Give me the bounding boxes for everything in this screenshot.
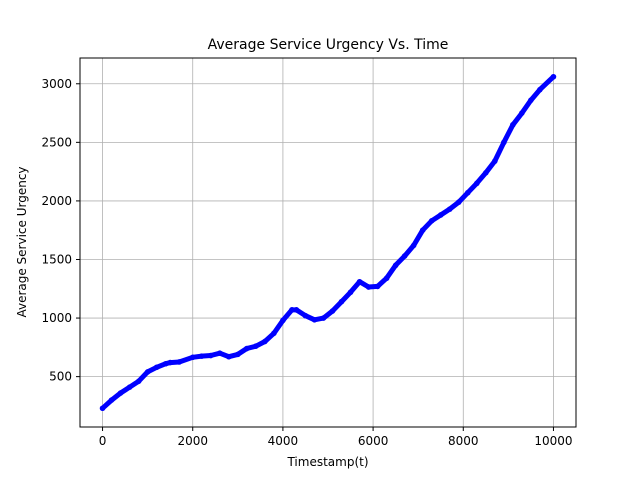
data-point bbox=[108, 397, 115, 403]
data-point bbox=[244, 345, 250, 352]
data-point bbox=[483, 170, 489, 176]
data-point bbox=[510, 121, 516, 128]
data-point bbox=[410, 242, 417, 249]
data-point bbox=[253, 343, 259, 349]
tick-layer: 0 2000 4000 6000 8000 10000 500 1000 1500 2000 250… bbox=[41, 77, 572, 448]
x-tick-label-1: 2000 bbox=[177, 434, 208, 448]
data-point bbox=[320, 315, 327, 321]
data-point bbox=[519, 110, 525, 116]
data-point bbox=[446, 206, 453, 212]
data-point bbox=[464, 189, 471, 196]
x-axis-label: Timestamp(t) bbox=[286, 455, 368, 469]
data-point bbox=[437, 212, 444, 218]
x-tick-label-4: 8000 bbox=[448, 434, 479, 448]
y-tick-label-5: 3000 bbox=[41, 77, 72, 91]
data-point bbox=[153, 364, 160, 371]
data-point bbox=[144, 369, 151, 375]
data-point bbox=[293, 307, 300, 313]
data-point bbox=[392, 262, 399, 269]
data-point bbox=[374, 283, 381, 290]
data-point bbox=[117, 390, 124, 396]
data-point bbox=[383, 275, 390, 282]
data-point bbox=[280, 317, 286, 324]
data-point bbox=[474, 180, 480, 187]
data-point bbox=[550, 73, 557, 80]
y-tick-label-1: 1000 bbox=[41, 311, 72, 325]
series-line-0 bbox=[100, 74, 556, 411]
y-tick-label-2: 1500 bbox=[41, 252, 72, 266]
data-point bbox=[455, 199, 462, 205]
data-point bbox=[271, 330, 277, 337]
data-point bbox=[365, 284, 372, 290]
data-point bbox=[347, 289, 354, 296]
data-point bbox=[311, 317, 318, 323]
data-point bbox=[189, 354, 196, 361]
y-tick-label-4: 2500 bbox=[41, 135, 72, 149]
data-point bbox=[216, 350, 223, 357]
data-point bbox=[289, 307, 295, 313]
data-point bbox=[99, 405, 106, 412]
plot-frame bbox=[79, 57, 577, 428]
data-point bbox=[401, 253, 408, 259]
y-tick-label-3: 2000 bbox=[41, 194, 72, 208]
data-point bbox=[338, 298, 345, 305]
data-point bbox=[262, 338, 268, 345]
data-point bbox=[207, 352, 214, 359]
series-layer bbox=[99, 73, 557, 412]
data-point bbox=[126, 384, 133, 390]
data-point bbox=[501, 139, 507, 146]
grid-layer bbox=[80, 58, 576, 427]
x-tick-label-0: 0 bbox=[99, 434, 107, 448]
data-point bbox=[419, 227, 426, 233]
chart-title: Average Service Urgency Vs. Time bbox=[208, 37, 449, 53]
data-point bbox=[198, 353, 205, 359]
data-point bbox=[329, 308, 336, 314]
data-point bbox=[492, 158, 498, 164]
data-point bbox=[176, 359, 182, 365]
y-axis-label: Average Service Urgency bbox=[15, 166, 29, 317]
data-point bbox=[135, 378, 142, 385]
data-point bbox=[356, 278, 363, 285]
data-point bbox=[226, 353, 232, 360]
data-point bbox=[428, 218, 435, 224]
data-point bbox=[528, 97, 534, 103]
data-point bbox=[302, 312, 309, 319]
data-point bbox=[162, 360, 169, 367]
y-tick-label-0: 500 bbox=[49, 370, 72, 384]
data-point bbox=[235, 351, 241, 358]
data-point bbox=[167, 359, 173, 366]
x-tick-label-5: 10000 bbox=[534, 434, 572, 448]
data-point bbox=[537, 86, 543, 93]
axes-layer bbox=[79, 57, 577, 428]
x-tick-label-2: 4000 bbox=[268, 434, 299, 448]
x-tick-label-3: 6000 bbox=[358, 434, 389, 448]
